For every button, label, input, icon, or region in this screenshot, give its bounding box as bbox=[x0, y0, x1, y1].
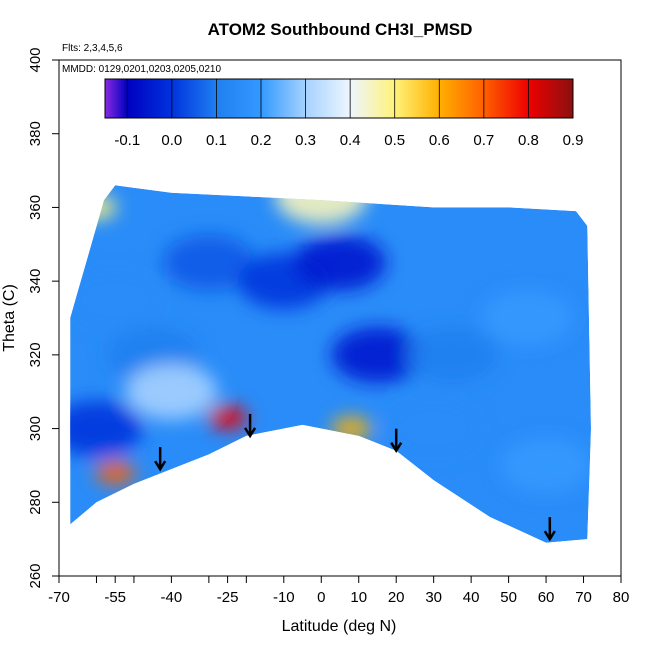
dates-note: MMDD: 0129,0201,0203,0205,0210 bbox=[62, 64, 221, 75]
x-tick-label: 30 bbox=[425, 589, 442, 606]
x-tick-label: 50 bbox=[500, 589, 517, 606]
colorbar-tick-label: 0.4 bbox=[340, 132, 361, 149]
heatmap-region bbox=[406, 326, 499, 383]
y-tick-label: 340 bbox=[27, 269, 44, 294]
arrow-marker bbox=[543, 517, 556, 542]
colorbar-tick-label: 0.7 bbox=[473, 132, 494, 149]
heatmap-region bbox=[70, 400, 143, 457]
y-tick-label: 360 bbox=[27, 195, 44, 220]
heatmap-area bbox=[70, 185, 591, 543]
x-tick-label: 60 bbox=[538, 589, 555, 606]
heatmap-region bbox=[95, 460, 136, 485]
x-axis: -70 -55 -40 -25 -10 0 10 20 30 40 50 60 70 80 bbox=[48, 576, 629, 606]
arrow-marker bbox=[244, 413, 257, 439]
x-tick-label: 80 bbox=[613, 589, 630, 606]
arrow-marker bbox=[390, 428, 403, 454]
colorbar: -0.1 0.0 0.1 0.2 0.3 0.4 0.5 0.6 0.7 0.8 0.9 bbox=[104, 78, 584, 149]
heatmap-region bbox=[500, 437, 591, 494]
chart-title: ATOM2 Southbound CH3I_PMSD bbox=[208, 20, 473, 39]
x-tick-label: 10 bbox=[350, 589, 367, 606]
x-tick-label: -55 bbox=[104, 589, 126, 606]
heatmap-region bbox=[125, 363, 218, 420]
y-tick-label: 320 bbox=[27, 342, 44, 367]
heatmap-region bbox=[331, 416, 372, 441]
y-tick-label: 280 bbox=[27, 490, 44, 515]
x-axis-label: Latitude (deg N) bbox=[282, 618, 397, 635]
x-tick-label: 20 bbox=[388, 589, 405, 606]
heatmap-region bbox=[275, 185, 368, 225]
arrow-markers bbox=[154, 413, 556, 542]
colorbar-tick-label: 0.8 bbox=[518, 132, 539, 149]
y-axis: 260 280 300 320 340 360 380 400 bbox=[27, 47, 59, 589]
x-tick-label: 0 bbox=[317, 589, 325, 606]
x-tick-label: 40 bbox=[463, 589, 480, 606]
heatmap-region bbox=[76, 195, 117, 220]
x-tick-label: -10 bbox=[273, 589, 295, 606]
flights-note: Flts: 2,3,4,5,6 bbox=[62, 43, 123, 54]
x-tick-label: -70 bbox=[48, 589, 70, 606]
heatmap-region bbox=[294, 234, 386, 291]
colorbar-tick-label: 0.3 bbox=[295, 132, 316, 149]
heatmap-region bbox=[162, 234, 255, 291]
colorbar-tick-label: 0.5 bbox=[384, 132, 405, 149]
heatmap-region bbox=[70, 271, 162, 328]
plot-frame bbox=[58, 59, 622, 577]
heatmap-region bbox=[481, 290, 574, 346]
colorbar-tick-label: 0.1 bbox=[206, 132, 227, 149]
colorbar-tick-label: 0.9 bbox=[563, 132, 584, 149]
colorbar-tick-label: 0.0 bbox=[161, 132, 182, 149]
colorbar-gradient bbox=[104, 78, 574, 119]
colorbar-tick-label: 0.2 bbox=[251, 132, 272, 149]
heatmap-region bbox=[207, 405, 248, 430]
y-axis-label: Theta (C) bbox=[1, 284, 18, 352]
arrow-marker bbox=[154, 447, 167, 472]
x-tick-label: -25 bbox=[217, 589, 239, 606]
heatmap-region bbox=[331, 326, 424, 383]
y-tick-label: 400 bbox=[27, 47, 44, 72]
colorbar-tick-label: -0.1 bbox=[114, 132, 140, 149]
colorbar-tick-label: 0.6 bbox=[429, 132, 450, 149]
y-tick-label: 260 bbox=[27, 563, 44, 588]
y-tick-label: 300 bbox=[27, 416, 44, 441]
x-tick-label: -40 bbox=[161, 589, 183, 606]
heatmap-region bbox=[387, 400, 480, 457]
x-tick-label: 70 bbox=[575, 589, 592, 606]
y-tick-label: 380 bbox=[27, 121, 44, 146]
